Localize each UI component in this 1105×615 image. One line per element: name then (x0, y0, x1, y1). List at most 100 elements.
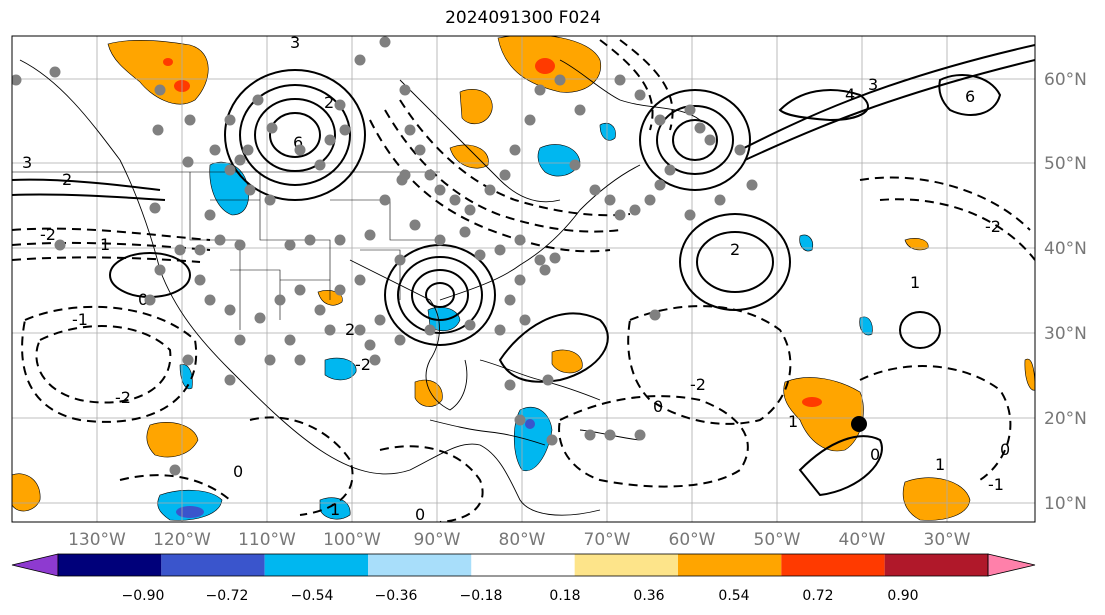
lat-label: 60°N (1044, 70, 1087, 90)
station-marker (255, 313, 266, 324)
station-marker (630, 205, 641, 216)
colorbar-swatch (161, 554, 264, 576)
station-marker (225, 115, 236, 126)
station-marker (605, 195, 616, 206)
station-marker (265, 355, 276, 366)
map-area: 6 2 2 4 6 3 2 -2 0 -1 -2 0 2 -2 0 -2 1 0… (11, 33, 1036, 524)
station-marker (635, 430, 646, 441)
station-marker (295, 285, 306, 296)
station-marker (450, 195, 461, 206)
station-marker (535, 85, 546, 96)
lon-label: 100°W (323, 530, 381, 550)
station-marker (425, 325, 436, 336)
station-marker (635, 90, 646, 101)
lon-label: 40°W (839, 530, 886, 550)
lon-label: 120°W (153, 530, 211, 550)
station-marker (145, 295, 156, 306)
contour-label: -2 (40, 225, 56, 244)
station-marker (185, 115, 196, 126)
station-marker (685, 210, 696, 221)
colorbar-tick-label: −0.54 (291, 588, 334, 604)
station-marker (195, 275, 206, 286)
contour-label: 0 (653, 397, 663, 416)
colorbar-swatch (368, 554, 471, 576)
station-marker (695, 123, 706, 134)
lon-label: 90°W (414, 530, 461, 550)
station-marker (235, 335, 246, 346)
contour-label: 2 (345, 320, 355, 339)
station-marker (735, 145, 746, 156)
colorbar-extend-low (12, 554, 58, 576)
colorbar-tick-label: 0.72 (802, 588, 833, 604)
station-marker (365, 230, 376, 241)
station-marker (210, 145, 221, 156)
station-marker (305, 235, 316, 246)
station-marker (395, 335, 406, 346)
station-marker (515, 415, 526, 426)
lon-label: 130°W (68, 530, 126, 550)
colorbar-swatch (885, 554, 988, 576)
colorbar-ticks: −0.90 −0.72 −0.54 −0.36 −0.18 0.18 0.36 … (122, 588, 919, 604)
station-marker (520, 315, 531, 326)
colorbar-tick-label: 0.18 (549, 588, 580, 604)
station-marker (485, 185, 496, 196)
colorbar-swatch (678, 554, 781, 576)
station-marker (475, 250, 486, 261)
contour-label: -2 (985, 217, 1001, 236)
contour-label: 6 (965, 87, 975, 106)
cyclone-marker (851, 416, 867, 432)
lat-label: 50°N (1044, 154, 1087, 174)
contour-label: 0 (415, 505, 425, 524)
station-marker (495, 325, 506, 336)
station-marker (547, 435, 558, 446)
contour-label: -2 (115, 388, 131, 407)
station-marker (397, 175, 408, 186)
station-marker (295, 355, 306, 366)
station-marker (375, 315, 386, 326)
contour-label: 1 (910, 273, 920, 292)
lat-label: 10°N (1044, 494, 1087, 514)
station-marker (243, 145, 254, 156)
station-marker (465, 205, 476, 216)
lat-label: 40°N (1044, 239, 1087, 259)
station-marker (355, 275, 366, 286)
lat-label: 20°N (1044, 409, 1087, 429)
lon-label: 50°W (754, 530, 801, 550)
contour-label: 1 (788, 412, 798, 431)
station-marker (525, 115, 536, 126)
station-marker (370, 355, 381, 366)
colorbar-swatch (575, 554, 678, 576)
station-marker (150, 203, 161, 214)
contour-label: 0 (233, 462, 243, 481)
contour-label: 3 (868, 75, 878, 94)
colorbar-tick-label: −0.72 (206, 588, 249, 604)
station-marker (315, 160, 326, 171)
contour-label: -2 (690, 375, 706, 394)
station-marker (605, 430, 616, 441)
station-marker (325, 135, 336, 146)
station-marker (153, 125, 164, 136)
station-marker (465, 320, 476, 331)
station-marker (285, 335, 296, 346)
station-marker (460, 227, 471, 238)
colorbar-swatch (781, 554, 884, 576)
station-marker (665, 165, 676, 176)
station-marker (225, 305, 236, 316)
station-marker (655, 180, 666, 191)
contour-label: 2 (62, 170, 72, 189)
contour-label: 1 (100, 235, 110, 254)
station-marker (535, 255, 546, 266)
station-marker (505, 295, 516, 306)
station-marker (355, 325, 366, 336)
lon-label: 80°W (499, 530, 546, 550)
contour-label: -1 (72, 310, 88, 329)
colorbar-tick-label: −0.18 (460, 588, 503, 604)
station-marker (235, 155, 246, 166)
station-marker (500, 170, 511, 181)
station-marker (155, 265, 166, 276)
station-marker (205, 210, 216, 221)
station-marker (505, 380, 516, 391)
colorbar-swatch (58, 554, 161, 576)
contour-label: -2 (355, 355, 371, 374)
station-marker (550, 253, 561, 264)
